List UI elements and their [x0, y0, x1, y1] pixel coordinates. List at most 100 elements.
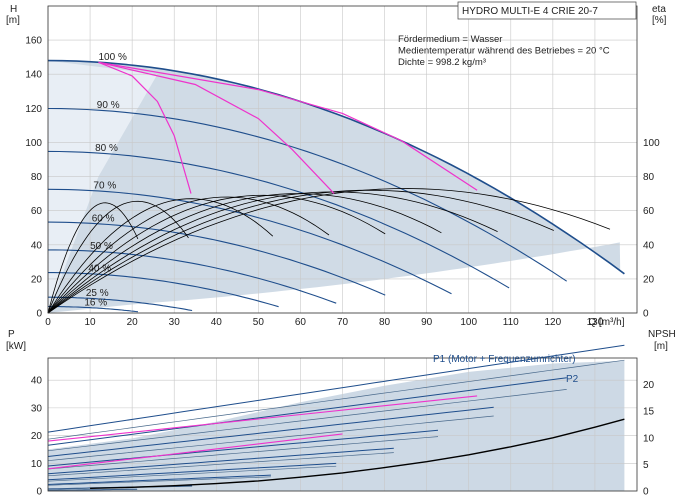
system-curve-1 — [98, 61, 335, 195]
eta-ylabel-right: eta — [652, 4, 666, 15]
npsh-ytick-right: 10 — [643, 433, 655, 444]
head-xtick: 50 — [253, 317, 265, 328]
npsh-ytick-right: 5 — [643, 460, 649, 471]
system-curve-2 — [98, 61, 478, 191]
head-ytick-left: 120 — [25, 104, 42, 115]
head-xtick: 60 — [295, 317, 307, 328]
p2-label: P2 — [566, 374, 579, 385]
head-xtick: 120 — [545, 317, 562, 328]
head-xtick: 10 — [85, 317, 97, 328]
p1-curve — [47, 429, 439, 467]
head-curve-80pct — [47, 150, 510, 289]
head-ytick-right: 80 — [643, 172, 655, 183]
p2-curve — [47, 476, 271, 486]
head-ytick-left: 160 — [25, 36, 42, 47]
eta-curve — [47, 196, 330, 314]
system-curve-0 — [98, 61, 192, 194]
head-xtick: 40 — [211, 317, 223, 328]
head-ytick-right: 40 — [643, 240, 655, 251]
power-ytick-left: 0 — [36, 487, 42, 498]
p1-label: P1 (Motor + Frequenzumrichter) — [433, 354, 576, 365]
p1-curve — [47, 447, 394, 475]
head-ytick-left: 80 — [31, 172, 43, 183]
chart-title-box — [457, 1, 637, 20]
power-ytick-left: 10 — [31, 459, 43, 470]
eta-curve — [47, 193, 442, 314]
head-xtick: 30 — [169, 317, 181, 328]
eta-curve — [47, 198, 274, 314]
head-curve-100pct — [47, 59, 625, 275]
npsh-ytick-right: 0 — [643, 487, 649, 498]
power-ytick-left: 20 — [31, 431, 43, 442]
p2-curve — [47, 389, 567, 452]
head-xtick: 70 — [337, 317, 349, 328]
npsh-ylabel-right: NPSH — [648, 329, 676, 340]
eta-curve — [47, 191, 498, 314]
p1-curve — [47, 377, 567, 446]
medium-note-1: Medientemperatur während des Betriebes =… — [398, 46, 610, 57]
speed-label: 50 % — [90, 241, 113, 252]
head-xtick: 130 — [587, 317, 604, 328]
p1-curve — [47, 462, 337, 481]
power-ylabel-left-unit: [kW] — [6, 341, 26, 352]
npsh-ylabel-right-unit: [m] — [654, 341, 668, 352]
p2-curve — [47, 465, 337, 482]
head-xtick: 80 — [379, 317, 391, 328]
speed-label: 16 % — [84, 297, 107, 308]
head-xtick: 90 — [421, 317, 433, 328]
speed-label: 90 % — [97, 100, 120, 111]
speed-label: 60 % — [92, 213, 115, 224]
medium-note-0: Fördermedium = Wasser — [398, 34, 502, 45]
head-ytick-right: 0 — [643, 309, 649, 320]
head-xtick: 0 — [45, 317, 51, 328]
eta-curve — [47, 189, 554, 314]
operating-envelope — [48, 60, 621, 313]
eta-curve — [47, 200, 189, 314]
head-curve-90pct — [47, 107, 568, 282]
speed-label: 80 % — [95, 143, 118, 154]
power-ytick-left: 40 — [31, 376, 43, 387]
head-xtick: 110 — [503, 317, 519, 328]
head-curve-16pct — [48, 305, 138, 313]
p2-curve — [47, 415, 494, 462]
head-ylabel-left: H — [10, 4, 17, 15]
head-ytick-left: 40 — [31, 240, 43, 251]
head-ylabel-left-unit: [m] — [6, 15, 20, 26]
eta-ylabel-right-unit: [%] — [652, 15, 667, 26]
power-plot-frame — [47, 357, 638, 492]
p1-curve — [47, 474, 271, 485]
head-ytick-left: 140 — [25, 70, 42, 81]
speed-label: 40 % — [88, 264, 111, 275]
head-xtick: 100 — [460, 317, 477, 328]
npsh-curve — [90, 418, 625, 489]
head-curve-40pct — [48, 272, 279, 308]
head-ytick-right: 20 — [643, 274, 655, 285]
power-system-curve-1 — [47, 395, 478, 442]
p1-curve — [47, 344, 625, 433]
head-ytick-right: 60 — [643, 206, 655, 217]
head-curve-70pct — [47, 188, 452, 295]
head-ytick-left: 0 — [36, 309, 42, 320]
envelope-left-band — [48, 60, 158, 314]
p1-curve — [47, 406, 494, 457]
p2-curve — [47, 359, 625, 440]
p2-curve — [47, 436, 439, 470]
speed-label: 25 % — [86, 288, 109, 299]
power-envelope — [48, 360, 625, 491]
npsh-ytick-right: 20 — [643, 380, 655, 391]
power-system-curve-0 — [47, 433, 343, 470]
medium-note-2: Dichte = 998.2 kg/m³ — [398, 57, 486, 68]
head-ytick-right: 100 — [643, 138, 660, 149]
speed-label: 70 % — [93, 181, 116, 192]
head-curve-60pct — [47, 221, 386, 296]
head-ytick-left: 60 — [31, 206, 43, 217]
p2-curve — [47, 489, 138, 491]
head-curve-25pct — [48, 296, 193, 312]
eta-curve — [47, 202, 139, 314]
speed-label: 100 % — [98, 52, 126, 63]
head-curve-50pct — [48, 249, 337, 304]
p2-curve — [47, 452, 394, 477]
power-ylabel-left: P — [8, 329, 15, 340]
